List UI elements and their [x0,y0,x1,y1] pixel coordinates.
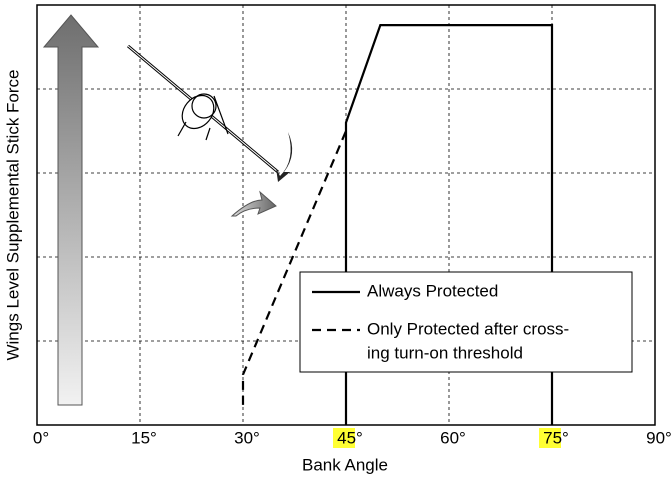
tick-highlight [333,428,355,448]
x-tick-label: 15° [131,428,157,447]
x-axis-label: Bank Angle [302,455,388,474]
legend [299,271,633,373]
plot-frame [36,4,656,426]
x-tick-label: 90° [646,428,671,447]
line [241,130,348,405]
x-tick-label: 45° [337,428,363,447]
line [344,24,554,425]
x-tick-label: 75° [543,428,569,447]
roll-arrow [276,132,293,182]
force-arrow [42,14,100,406]
x-tick-label: 0° [33,428,49,447]
airplane [127,44,279,174]
legend-label: ing turn-on threshold [367,343,523,362]
y-axis-label: Wings Level Supplemental Stick Force [3,69,22,360]
x-tick-label: 30° [234,428,260,447]
legend-label: Always Protected [367,281,498,300]
tick-highlight [539,428,561,448]
x-tick-label: 60° [440,428,466,447]
legend-label: Only Protected after cross- [367,319,569,338]
roll-arrow [230,190,277,217]
